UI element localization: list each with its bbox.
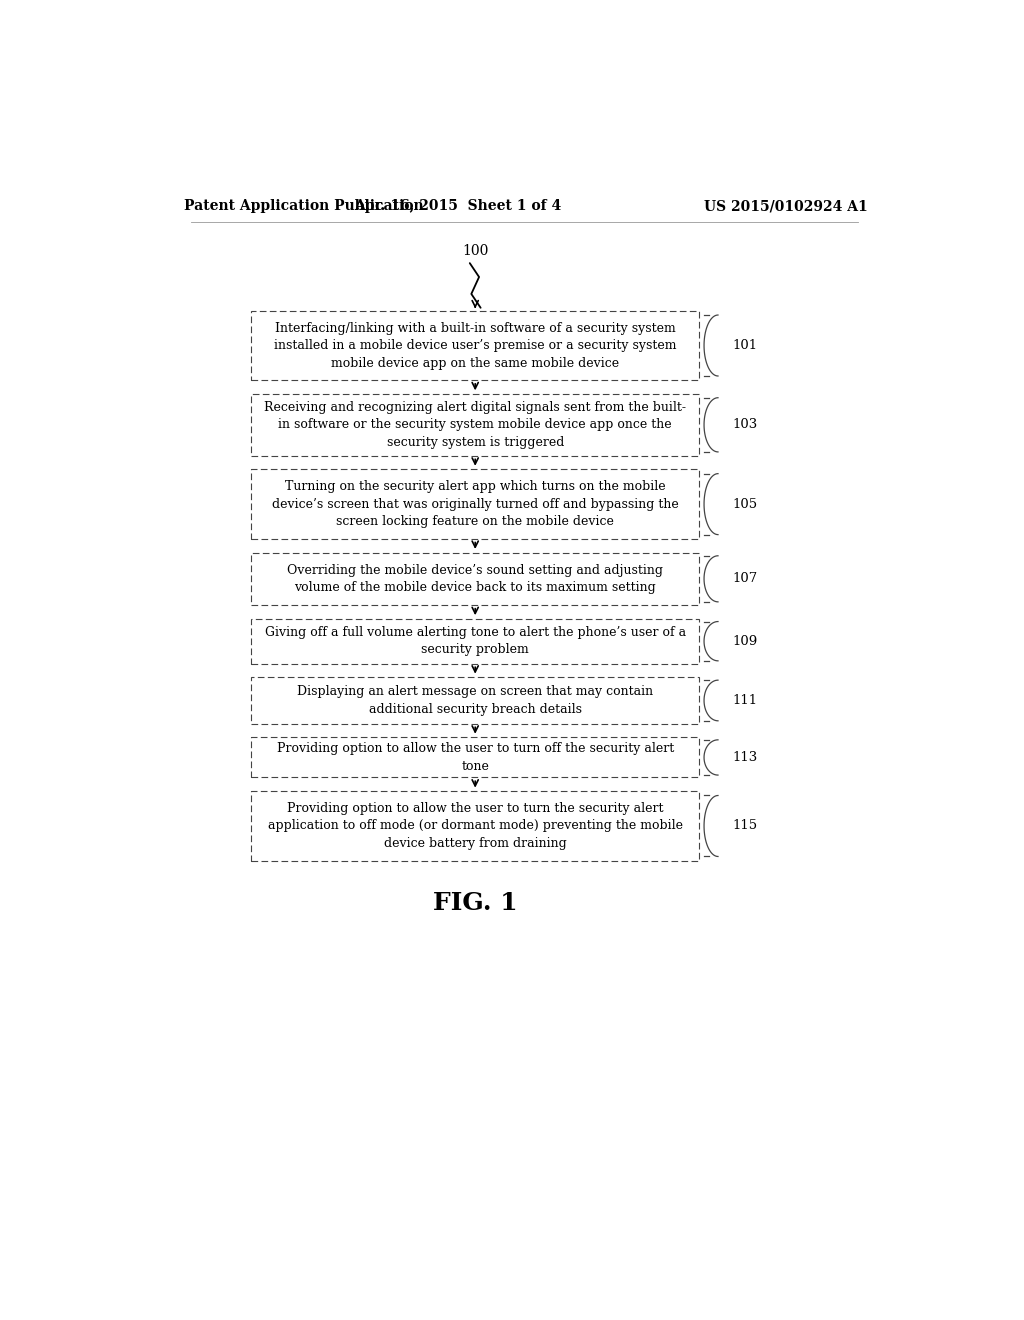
Bar [251, 619, 699, 664]
Bar [251, 470, 699, 539]
Text: 111: 111 [732, 694, 757, 708]
Bar [251, 677, 699, 723]
Text: 115: 115 [732, 820, 757, 833]
Text: 105: 105 [732, 498, 757, 511]
Text: 100: 100 [462, 244, 488, 257]
Bar [251, 553, 699, 605]
Text: 113: 113 [732, 751, 757, 764]
Text: 103: 103 [732, 418, 757, 432]
Text: 109: 109 [732, 635, 757, 648]
Text: Overriding the mobile device’s sound setting and adjusting
volume of the mobile : Overriding the mobile device’s sound set… [287, 564, 664, 594]
Text: Receiving and recognizing alert digital signals sent from the built-
in software: Receiving and recognizing alert digital … [264, 401, 686, 449]
Bar [251, 395, 699, 455]
Text: Apr. 16, 2015  Sheet 1 of 4: Apr. 16, 2015 Sheet 1 of 4 [353, 199, 561, 213]
Text: US 2015/0102924 A1: US 2015/0102924 A1 [705, 199, 868, 213]
Bar [251, 792, 699, 861]
Bar [251, 738, 699, 777]
Text: 107: 107 [732, 573, 757, 585]
Text: Giving off a full volume alerting tone to alert the phone’s user of a
security p: Giving off a full volume alerting tone t… [264, 626, 686, 656]
Text: Turning on the security alert app which turns on the mobile
device’s screen that: Turning on the security alert app which … [271, 480, 679, 528]
Text: Providing option to allow the user to turn the security alert
application to off: Providing option to allow the user to tu… [267, 803, 683, 850]
Text: Interfacing/linking with a built-in software of a security system
installed in a: Interfacing/linking with a built-in soft… [274, 322, 677, 370]
Text: FIG. 1: FIG. 1 [433, 891, 517, 915]
Text: Displaying an alert message on screen that may contain
additional security breac: Displaying an alert message on screen th… [297, 685, 653, 715]
Bar [251, 312, 699, 380]
Text: Patent Application Publication: Patent Application Publication [183, 199, 424, 213]
Text: 101: 101 [732, 339, 757, 352]
Text: Providing option to allow the user to turn off the security alert
tone: Providing option to allow the user to tu… [276, 742, 674, 772]
